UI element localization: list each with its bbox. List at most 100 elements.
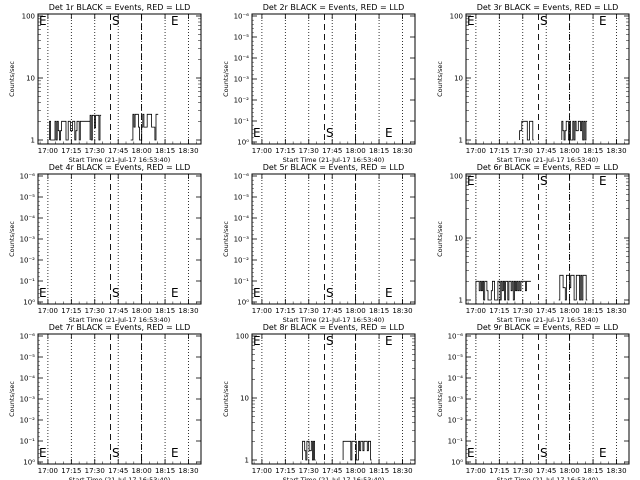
y-tick-label: 10⁻²: [234, 257, 250, 265]
events-series-segment: [302, 440, 316, 461]
x-tick-label: 18:30: [178, 307, 198, 315]
start-marker-label: S: [326, 286, 334, 300]
x-tick-label: 17:45: [322, 307, 342, 315]
panel-title: Det 1r BLACK = Events, RED = LLD: [49, 3, 191, 12]
x-tick-label: 17:00: [252, 307, 272, 315]
panel-title: Det 9r BLACK = Events, RED = LLD: [477, 323, 619, 332]
left-edge-marker-label: E: [253, 286, 261, 300]
x-tick-label: 18:00: [346, 307, 366, 315]
y-tick-label: 10⁻⁵: [20, 194, 36, 202]
x-tick-label: 17:15: [61, 147, 81, 155]
start-marker-label: S: [112, 286, 120, 300]
y-tick-label: 10⁻³: [20, 236, 36, 244]
panel-2r: Det 2r BLACK = Events, RED = LLD Counts/s…: [222, 3, 416, 164]
end-marker-label: E: [599, 174, 607, 188]
left-edge-marker-label: E: [467, 174, 475, 188]
x-tick-label: 18:30: [606, 467, 626, 475]
x-axis-label: Start Time (21-Jul-17 16:53:40): [497, 156, 599, 164]
panel-9r: Det 9r BLACK = Events, RED = LLD Counts/s…: [436, 323, 630, 480]
y-axis-label: Counts/sec: [8, 61, 16, 97]
x-tick-label: 18:15: [583, 467, 603, 475]
x-tick-label: 18:30: [178, 147, 198, 155]
x-tick-label: 17:00: [38, 467, 58, 475]
plot-frame: [251, 13, 416, 145]
x-axis-label: Start Time (21-Jul-17 16:53:40): [497, 316, 599, 324]
plot-frame: [37, 13, 202, 145]
x-tick-label: 17:15: [61, 307, 81, 315]
x-tick-label: 18:15: [155, 467, 175, 475]
end-marker-label: E: [385, 334, 393, 348]
y-tick-label: 10⁻⁵: [448, 354, 464, 362]
y-tick-label: 10⁻²: [20, 417, 36, 425]
y-tick-label: 10⁻³: [234, 236, 250, 244]
y-tick-label: 10⁻¹: [448, 438, 464, 446]
x-tick-label: 18:15: [155, 147, 175, 155]
x-tick-label: 18:00: [346, 147, 366, 155]
events-series-segment: [49, 120, 91, 141]
x-tick-label: 18:15: [583, 147, 603, 155]
start-marker-label: S: [540, 14, 548, 28]
plot-frame: [465, 13, 630, 145]
y-tick-label: 10⁻⁶: [234, 13, 250, 21]
x-tick-label: 18:30: [606, 307, 626, 315]
x-tick-label: 18:15: [369, 147, 389, 155]
x-tick-label: 18:30: [178, 467, 198, 475]
y-tick-label: 10⁰: [23, 299, 35, 307]
x-tick-label: 17:30: [85, 307, 105, 315]
x-tick-label: 18:00: [132, 467, 152, 475]
x-axis-label: Start Time (21-Jul-17 16:53:40): [69, 156, 171, 164]
x-tick-label: 18:15: [155, 307, 175, 315]
x-axis-label: Start Time (21-Jul-17 16:53:40): [497, 476, 599, 480]
events-series-segment: [475, 280, 531, 301]
x-tick-label: 17:00: [38, 147, 58, 155]
x-tick-label: 18:30: [392, 467, 412, 475]
panel-1r: Det 1r BLACK = Events, RED = LLD Counts/s…: [8, 3, 202, 164]
y-axis-label: Counts/sec: [436, 61, 444, 97]
x-tick-label: 17:30: [513, 147, 533, 155]
start-marker-label: S: [540, 446, 548, 460]
x-tick-label: 18:00: [560, 467, 580, 475]
plot-frame: [37, 333, 202, 465]
y-tick-label: 10⁻²: [234, 97, 250, 105]
panel-title: Det 6r BLACK = Events, RED = LLD: [477, 163, 619, 172]
x-tick-label: 17:00: [38, 307, 58, 315]
y-tick-label: 10⁻¹: [234, 278, 250, 286]
x-tick-label: 17:15: [275, 147, 295, 155]
x-tick-label: 17:00: [466, 307, 486, 315]
y-tick-label: 100: [236, 333, 249, 341]
panel-7r: Det 7r BLACK = Events, RED = LLD Counts/s…: [8, 323, 202, 480]
x-axis-label: Start Time (21-Jul-17 16:53:40): [69, 316, 171, 324]
end-marker-label: E: [171, 14, 179, 28]
x-tick-label: 17:30: [85, 467, 105, 475]
y-tick-label: 1: [31, 137, 35, 145]
y-axis-label: Counts/sec: [222, 381, 230, 417]
x-axis-label: Start Time (21-Jul-17 16:53:40): [283, 476, 385, 480]
y-tick-label: 10: [454, 235, 463, 243]
y-tick-label: 10⁰: [23, 459, 35, 467]
y-tick-label: 10⁻⁴: [234, 55, 250, 63]
left-edge-marker-label: E: [467, 14, 475, 28]
y-tick-label: 10⁻⁶: [20, 173, 36, 181]
y-tick-label: 1: [245, 457, 249, 465]
x-tick-label: 17:15: [489, 307, 509, 315]
x-tick-label: 17:30: [299, 147, 319, 155]
left-edge-marker-label: E: [39, 286, 47, 300]
plot-frame: [37, 173, 202, 305]
start-marker-label: S: [112, 14, 120, 28]
panel-title: Det 3r BLACK = Events, RED = LLD: [477, 3, 619, 12]
x-tick-label: 17:00: [466, 147, 486, 155]
x-tick-label: 18:15: [369, 307, 389, 315]
end-marker-label: E: [385, 126, 393, 140]
y-tick-label: 10⁻³: [448, 396, 464, 404]
left-edge-marker-label: E: [39, 446, 47, 460]
y-tick-label: 10: [454, 75, 463, 83]
y-tick-label: 10⁻¹: [20, 278, 36, 286]
y-tick-label: 100: [22, 13, 35, 21]
x-axis-label: Start Time (21-Jul-17 16:53:40): [283, 316, 385, 324]
x-tick-label: 17:15: [489, 467, 509, 475]
x-tick-label: 18:30: [606, 147, 626, 155]
x-tick-label: 18:00: [132, 307, 152, 315]
end-marker-label: E: [385, 286, 393, 300]
x-axis-label: Start Time (21-Jul-17 16:53:40): [283, 156, 385, 164]
y-axis-label: Counts/sec: [436, 381, 444, 417]
